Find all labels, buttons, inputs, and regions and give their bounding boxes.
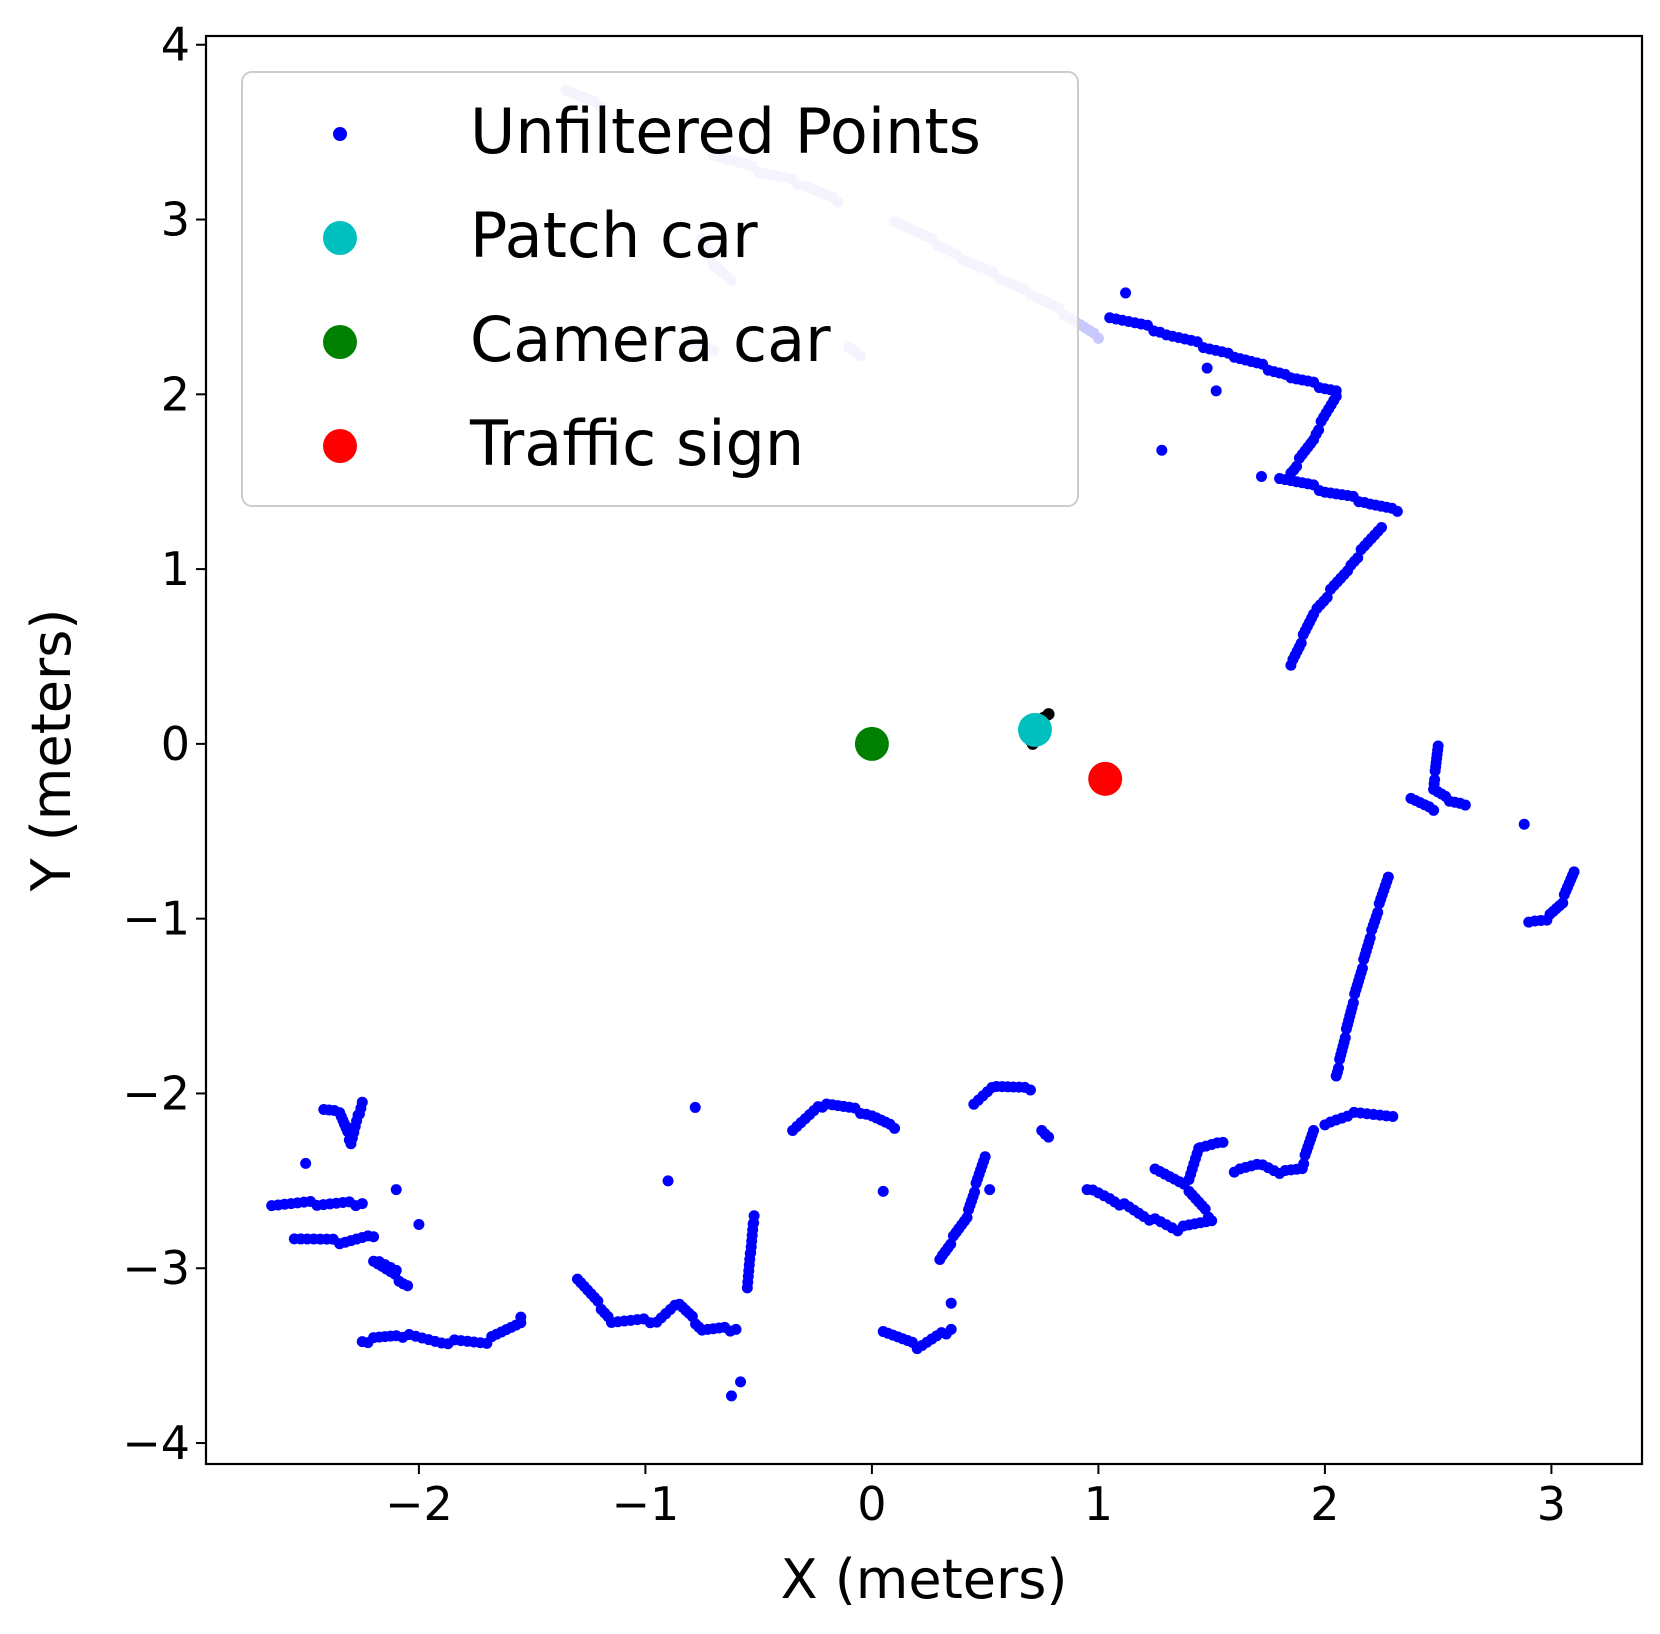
unfiltered-point [515, 1311, 527, 1323]
unfiltered-point [1201, 362, 1213, 374]
y-tick-label: 3 [161, 193, 190, 247]
y-tick-label: 2 [161, 367, 190, 421]
unfiltered-point [725, 1390, 737, 1402]
unfiltered-point [390, 1184, 402, 1196]
legend-marker-traffic-sign [323, 429, 357, 463]
patch-car-marker [1017, 712, 1052, 747]
unfiltered-point [1355, 544, 1367, 556]
unfiltered-point [1428, 804, 1440, 816]
unfiltered-point [1373, 897, 1385, 909]
unfiltered-point [345, 1122, 357, 1134]
unfiltered-point [1518, 818, 1530, 830]
legend-marker-camera-car [323, 325, 357, 359]
unfiltered-point [877, 1185, 889, 1197]
legend-label-traffic-sign: Traffic sign [469, 407, 804, 480]
unfiltered-point [1228, 1166, 1240, 1178]
traffic-sign-marker [1088, 761, 1123, 796]
x-ticks: −2 −1 0 1 2 3 [385, 1464, 1566, 1531]
x-tick-label: −2 [385, 1477, 453, 1531]
y-tick-label: 1 [161, 542, 190, 596]
x-tick-label: 2 [1310, 1477, 1339, 1531]
unfiltered-point [735, 1376, 747, 1388]
legend-marker-patch-car [323, 221, 357, 255]
unfiltered-point [945, 1297, 957, 1309]
unfiltered-point [1120, 287, 1132, 299]
unfiltered-point [413, 1219, 425, 1231]
y-tick-label: −3 [122, 1241, 190, 1295]
y-tick-label: −2 [122, 1066, 190, 1120]
unfiltered-point-faded [1092, 332, 1104, 344]
unfiltered-point [1459, 799, 1471, 811]
unfiltered-point [1523, 916, 1535, 928]
x-axis-label: X (meters) [781, 1548, 1068, 1611]
unfiltered-point [592, 1295, 604, 1307]
unfiltered-point [689, 1101, 701, 1113]
unfiltered-point [984, 1184, 996, 1196]
unfiltered-point [1043, 1131, 1055, 1143]
x-tick-label: 0 [857, 1477, 886, 1531]
x-tick-label: −1 [612, 1477, 680, 1531]
unfiltered-point [934, 1254, 946, 1266]
unfiltered-point [889, 1122, 901, 1134]
y-tick-label: 4 [161, 18, 190, 72]
unfiltered-point [1330, 1070, 1342, 1082]
y-tick-label: −1 [122, 892, 190, 946]
y-axis-label: Y (meters) [20, 609, 83, 893]
unfiltered-point [1334, 1053, 1346, 1065]
unfiltered-point [356, 1096, 368, 1108]
unfiltered-point [1358, 953, 1370, 965]
unfiltered-point [300, 1157, 312, 1169]
legend: Unfiltered Points Patch car Camera car T… [241, 71, 1079, 507]
unfiltered-point [1319, 1119, 1331, 1131]
unfiltered-point [970, 1177, 982, 1189]
unfiltered-point [1255, 470, 1267, 482]
camera-car-marker [854, 726, 889, 761]
unfiltered-point [1285, 659, 1297, 671]
x-tick-label: 3 [1537, 1477, 1566, 1531]
y-tick-label: −4 [122, 1416, 190, 1470]
y-ticks: −4 −3 −2 −1 0 1 2 3 4 [122, 18, 206, 1470]
unfiltered-point [1081, 1184, 1093, 1196]
unfiltered-point [356, 1198, 368, 1210]
unfiltered-point [1156, 444, 1168, 456]
y-tick-label: 0 [161, 717, 190, 771]
unfiltered-point [1558, 889, 1570, 901]
unfiltered-point [945, 1323, 957, 1335]
unfiltered-point [662, 1175, 674, 1187]
unfiltered-point [1217, 1136, 1229, 1148]
unfiltered-points [266, 287, 1580, 1402]
x-tick-label: 1 [1084, 1477, 1113, 1531]
unfiltered-point [1297, 629, 1309, 641]
legend-frame [241, 71, 1079, 507]
unfiltered-point [356, 1336, 368, 1348]
unfiltered-point [1024, 1084, 1036, 1096]
legend-label-patch-car: Patch car [470, 199, 758, 272]
legend-label-unfiltered: Unfiltered Points [470, 95, 981, 168]
unfiltered-point [730, 1323, 742, 1335]
unfiltered-point [1429, 765, 1441, 777]
plot-frame [204, 34, 1644, 1466]
unfiltered-point [1325, 583, 1337, 595]
legend-label-camera-car: Camera car [470, 303, 831, 376]
unfiltered-point [1340, 1023, 1352, 1035]
unfiltered-point [748, 1210, 760, 1222]
unfiltered-point [1349, 988, 1361, 1000]
unfiltered-point [1391, 505, 1403, 517]
unfiltered-point [1210, 385, 1222, 397]
unfiltered-point [1299, 1149, 1311, 1161]
unfiltered-point [1315, 415, 1327, 427]
unfiltered-point [402, 1280, 414, 1292]
legend-marker-unfiltered [333, 127, 347, 141]
unfiltered-point [368, 1231, 380, 1243]
